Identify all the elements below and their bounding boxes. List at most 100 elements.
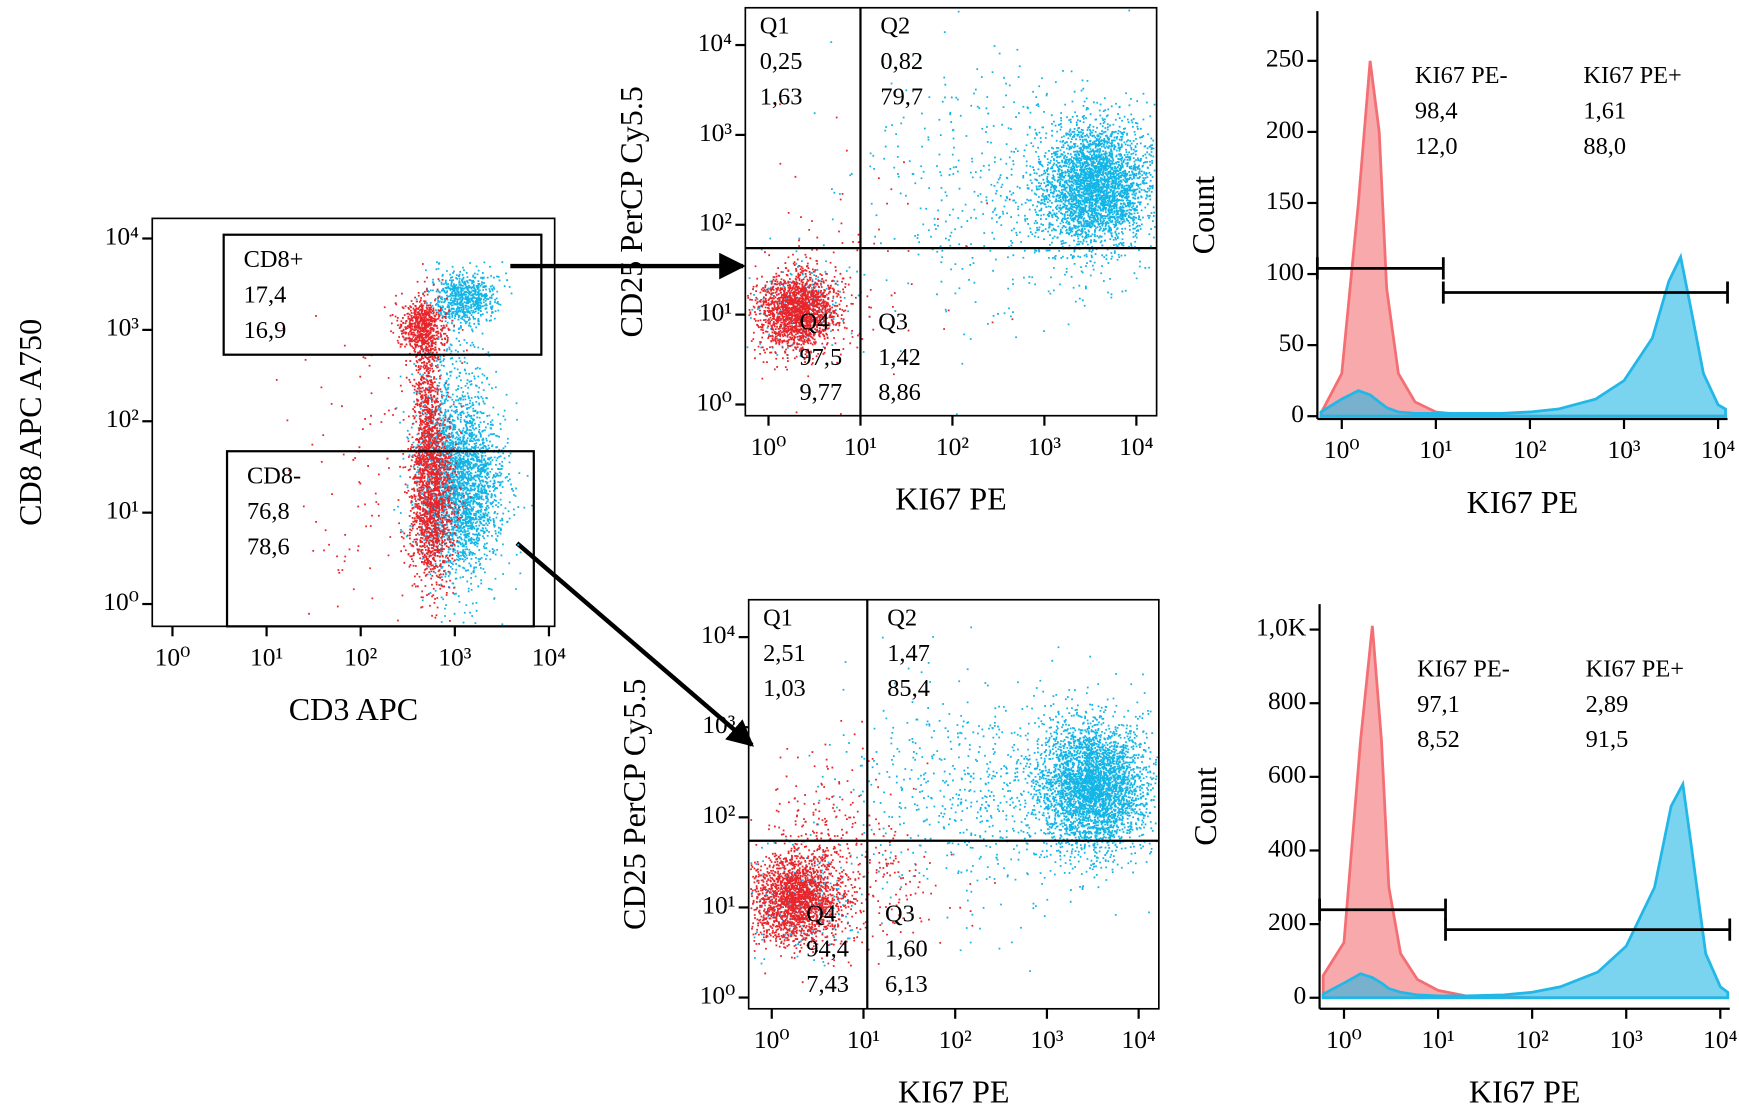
- y-tick-label: 10³: [699, 118, 732, 147]
- gate-value: 6,13: [885, 971, 928, 998]
- gate-value: 2,89: [1586, 691, 1629, 718]
- gate-value: 88,0: [1583, 133, 1626, 160]
- gate-value: 85,4: [887, 675, 930, 702]
- gate-value: 91,5: [1586, 726, 1629, 753]
- y-axis-title: CD8 APC A750: [12, 319, 48, 526]
- y-tick-label: 250: [1266, 44, 1304, 73]
- x-tick-label: 10³: [438, 642, 471, 671]
- y-tick-label: 200: [1266, 115, 1304, 144]
- x-tick-label: 10⁰: [1324, 435, 1360, 464]
- y-axis-title: CD25 PerCP Cy5.5: [613, 86, 649, 337]
- gate-value: 97,5: [799, 344, 842, 371]
- event-dots: [275, 263, 472, 622]
- y-tick-label: 10²: [699, 208, 732, 237]
- x-tick-label: 10³: [1030, 1025, 1063, 1054]
- gate-marker: [1318, 898, 1447, 921]
- gate-marker: [1315, 257, 1445, 280]
- plot-frame: [747, 598, 1160, 1010]
- x-tick-label: 10²: [1513, 435, 1546, 464]
- event-dots: [750, 720, 996, 984]
- x-tick-label: 10⁰: [155, 642, 191, 671]
- gate-label: CD8-: [247, 462, 301, 489]
- gate-value: 16,9: [244, 317, 287, 344]
- x-tick-label: 10¹: [1422, 1025, 1455, 1054]
- x-tick-label: 10²: [1516, 1025, 1549, 1054]
- plot-frame: [151, 217, 556, 628]
- panel: 10⁰ 10¹ 10² 10³ 10⁴ 0 200 400 600 800 1,0K KI67 PE C…: [1187, 604, 1738, 1110]
- y-tick-label: 1,0K: [1256, 612, 1307, 641]
- x-tick-label: 10²: [344, 642, 377, 671]
- gate-marker: [1444, 918, 1732, 941]
- x-tick-label: 10⁰: [754, 1025, 790, 1054]
- quadrant-label: Q4: [806, 900, 836, 927]
- x-axis-title: CD3 APC: [289, 691, 418, 727]
- y-tick-label: 10⁴: [105, 221, 139, 250]
- x-tick-label: 10¹: [847, 1025, 880, 1054]
- x-tick-label: 10¹: [1419, 435, 1452, 464]
- gate-value: 0,25: [760, 48, 803, 75]
- panel: 10⁰ 10¹ 10² 10³ 10⁴ 10⁰ 10¹ 10² 10³ 10⁴ KI67 PE CD2…: [616, 598, 1160, 1110]
- quadrant-label: Q3: [885, 900, 915, 927]
- y-tick-label: 100: [1266, 257, 1304, 286]
- arrow: [515, 541, 755, 747]
- x-tick-label: 10²: [936, 432, 969, 461]
- quadrant-label: Q2: [880, 12, 910, 39]
- y-tick-label: 10²: [702, 800, 735, 829]
- y-tick-label: 10⁴: [701, 620, 735, 649]
- histogram-area: [1321, 779, 1730, 1000]
- y-axis-title: Count: [1187, 767, 1223, 846]
- quadrant-label: Q2: [887, 604, 917, 631]
- gate-value: 2,51: [763, 640, 806, 667]
- y-tick-label: 10¹: [702, 890, 735, 919]
- y-tick-label: 10²: [106, 404, 139, 433]
- x-axis-title: KI67 PE: [898, 1074, 1010, 1110]
- gate-value: 94,4: [806, 936, 849, 963]
- y-tick-label: 10⁰: [700, 980, 736, 1009]
- y-axis-title: CD25 PerCP Cy5.5: [616, 679, 652, 930]
- x-tick-label: 10⁴: [1703, 1025, 1737, 1054]
- y-tick-label: 0: [1291, 399, 1304, 428]
- y-tick-label: 10⁰: [103, 587, 139, 616]
- gate-label: KI67 PE-: [1417, 655, 1510, 682]
- y-tick-label: 10³: [702, 710, 735, 739]
- gate-label: CD8+: [244, 246, 304, 273]
- x-tick-label: 10⁰: [751, 432, 787, 461]
- x-tick-label: 10⁴: [532, 642, 566, 671]
- gate-value: 98,4: [1415, 98, 1458, 125]
- gate-value: 12,0: [1415, 133, 1458, 160]
- x-axis-title: KI67 PE: [895, 481, 1007, 517]
- y-tick-label: 200: [1268, 907, 1306, 936]
- quadrant-label: Q4: [799, 308, 829, 335]
- y-tick-label: 0: [1294, 981, 1307, 1010]
- gate-value: 76,8: [247, 498, 290, 525]
- gate-value: 97,1: [1417, 691, 1460, 718]
- gate-value: 1,03: [763, 675, 806, 702]
- y-tick-label: 10¹: [699, 297, 732, 326]
- panel: 10⁰ 10¹ 10² 10³ 10⁴ 10⁰ 10¹ 10² 10³ 10⁴ KI67 PE CD2…: [613, 6, 1158, 517]
- gate-value: 1,42: [878, 344, 921, 371]
- y-tick-label: 10⁴: [698, 28, 732, 57]
- gate-marker: [1441, 281, 1729, 304]
- gate-value: 8,52: [1417, 726, 1460, 753]
- y-tick-label: 50: [1279, 328, 1304, 357]
- gate-value: 1,63: [760, 83, 803, 110]
- gate-label: KI67 PE+: [1586, 655, 1684, 682]
- y-tick-label: 10¹: [106, 495, 139, 524]
- y-tick-label: 150: [1266, 186, 1304, 215]
- gate-value: 1,60: [885, 936, 928, 963]
- plot-frame: [744, 6, 1158, 417]
- quadrant-label: Q1: [763, 604, 793, 631]
- quadrant-label: Q1: [760, 12, 790, 39]
- x-tick-label: 10⁴: [1701, 435, 1735, 464]
- histogram-area: [1319, 252, 1727, 418]
- x-tick-label: 10¹: [250, 642, 283, 671]
- gate-value: 78,6: [247, 533, 290, 560]
- x-tick-label: 10⁴: [1119, 432, 1153, 461]
- y-tick-label: 10³: [106, 313, 139, 342]
- x-tick-label: 10⁴: [1121, 1025, 1155, 1054]
- y-tick-label: 800: [1268, 686, 1306, 715]
- gate-value: 79,7: [880, 83, 923, 110]
- gate-value: 9,77: [799, 379, 842, 406]
- panel: 10⁰ 10¹ 10² 10³ 10⁴ 10⁰ 10¹ 10² 10³ 10⁴ CD3 APC CD8…: [12, 217, 566, 727]
